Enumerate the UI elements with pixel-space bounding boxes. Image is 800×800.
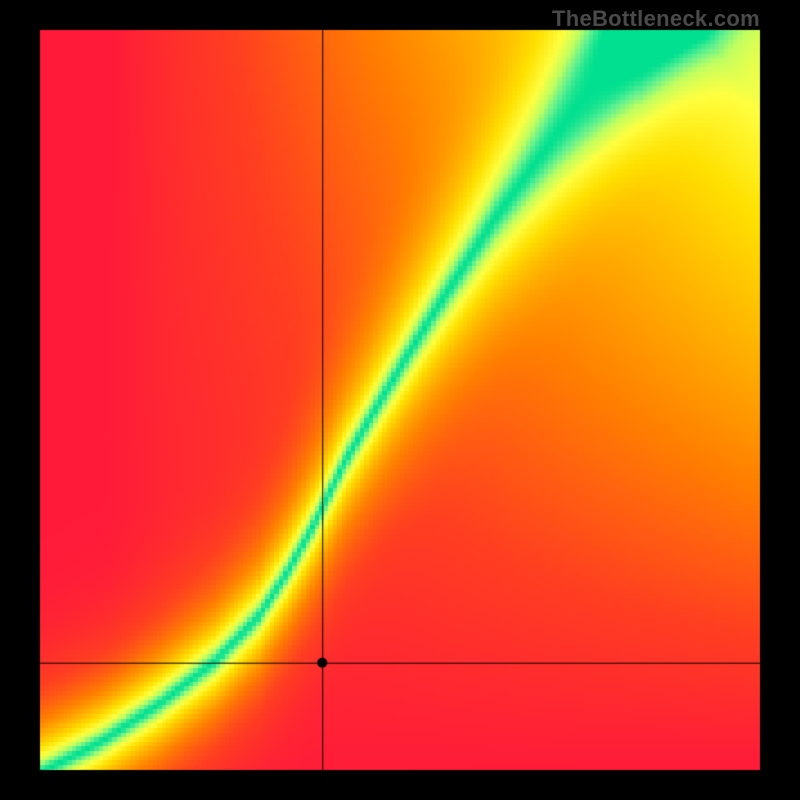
chart-container: TheBottleneck.com bbox=[0, 0, 800, 800]
attribution-text: TheBottleneck.com bbox=[552, 6, 760, 32]
heatmap-canvas bbox=[0, 0, 800, 800]
